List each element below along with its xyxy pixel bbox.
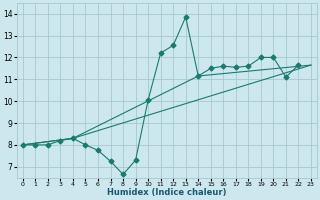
X-axis label: Humidex (Indice chaleur): Humidex (Indice chaleur): [107, 188, 227, 197]
